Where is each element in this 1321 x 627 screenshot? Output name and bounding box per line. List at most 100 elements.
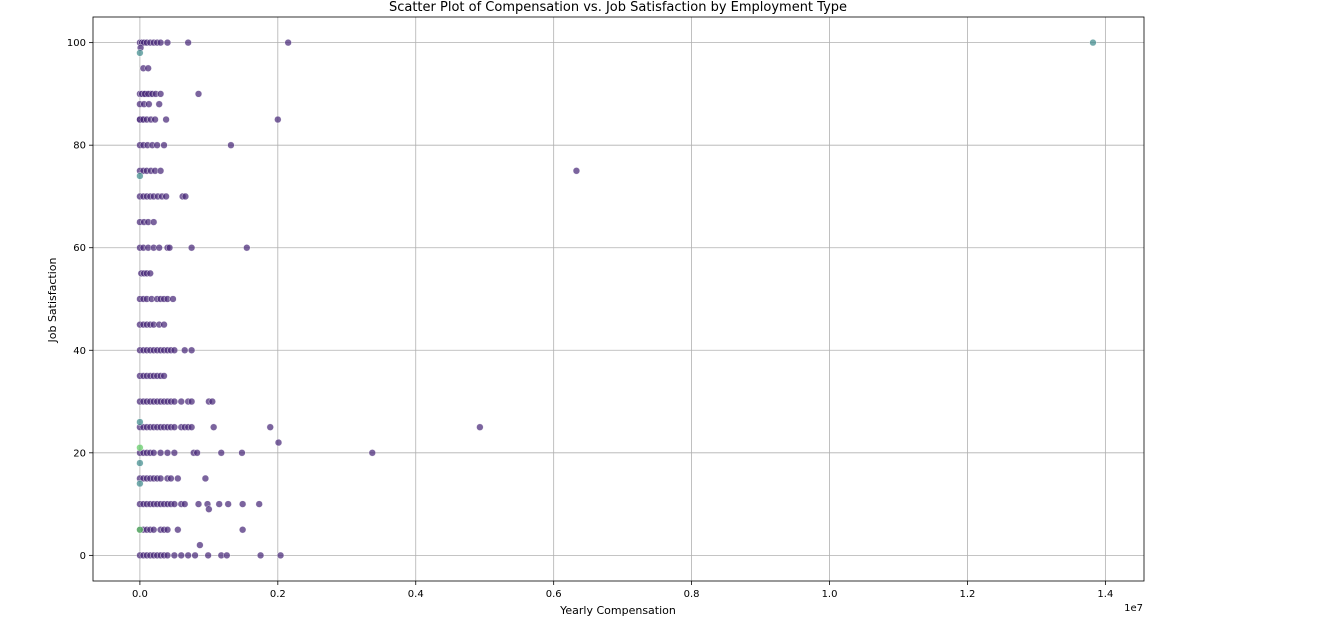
data-point (193, 449, 201, 457)
y-tick-label: 40 (73, 346, 86, 357)
data-point (156, 167, 165, 175)
x-tick-label: 1.2 (960, 589, 976, 600)
data-point (227, 141, 235, 149)
y-tick-label: 0 (80, 551, 86, 562)
data-point (181, 346, 189, 354)
x-tick-label: 1.0 (822, 589, 838, 600)
data-point (156, 449, 165, 457)
x-tick-label: 0.8 (684, 589, 700, 600)
x-tick-label: 0.4 (408, 589, 424, 600)
data-point (136, 526, 144, 534)
data-point (368, 449, 376, 457)
data-point (188, 397, 196, 406)
data-point (156, 39, 165, 47)
x-axis-offset-label: 1e7 (1124, 603, 1143, 614)
data-point (151, 115, 159, 124)
data-point (160, 372, 168, 380)
x-tick-label: 1.4 (1097, 589, 1113, 600)
data-point (243, 244, 251, 252)
data-point (163, 449, 172, 457)
data-point (163, 551, 172, 559)
chart-title: Scatter Plot of Compensation vs. Job Sat… (389, 0, 847, 15)
data-point (181, 192, 190, 201)
data-point (155, 244, 163, 252)
data-point (160, 321, 168, 329)
data-point (170, 423, 178, 431)
data-point (201, 474, 210, 483)
data-point (146, 269, 154, 277)
data-point (136, 459, 144, 467)
x-axis-label: Yearly Compensation (559, 604, 676, 617)
data-point (170, 449, 178, 457)
data-point (210, 423, 218, 431)
data-point (196, 541, 204, 549)
data-point (274, 438, 283, 447)
data-point (170, 551, 178, 559)
data-point (572, 167, 581, 175)
y-axis-label: Job Satisfaction (46, 257, 59, 343)
data-point (205, 505, 213, 513)
data-point (223, 551, 231, 559)
data-point (162, 115, 170, 124)
grid-lines (93, 17, 1144, 581)
data-point (156, 90, 165, 98)
data-point (136, 172, 144, 180)
plot-frame (92, 16, 1145, 582)
data-point (274, 115, 282, 124)
data-point (144, 64, 152, 72)
data-point (224, 500, 232, 508)
data-point (150, 526, 158, 534)
y-tick-label: 80 (73, 141, 86, 152)
data-point (215, 500, 223, 508)
data-point (177, 551, 185, 559)
data-point (169, 295, 177, 303)
data-point (256, 551, 265, 559)
data-point (208, 397, 216, 406)
data-point (136, 418, 144, 426)
x-tick-label: 0.2 (270, 589, 286, 600)
data-points (136, 39, 1097, 559)
data-point (165, 244, 174, 252)
data-point (217, 449, 225, 457)
data-point (284, 39, 292, 47)
data-point (170, 397, 178, 406)
data-point (276, 551, 285, 559)
data-point (163, 526, 172, 534)
data-point (194, 500, 203, 508)
data-point (266, 423, 274, 431)
y-tick-label: 20 (73, 448, 86, 459)
data-point (238, 449, 246, 457)
data-point (174, 474, 182, 483)
data-point (163, 39, 172, 47)
data-point (476, 423, 484, 431)
data-point (153, 141, 161, 149)
data-point (162, 192, 170, 201)
data-point (184, 551, 192, 559)
data-point (145, 100, 153, 108)
data-point (194, 90, 203, 98)
data-point (155, 100, 163, 108)
data-point (239, 500, 247, 508)
x-tick-label: 0.0 (132, 589, 148, 600)
y-tick-label: 100 (67, 38, 86, 49)
data-point (160, 141, 168, 149)
y-tick-label: 60 (73, 243, 86, 254)
data-point (239, 526, 247, 534)
data-point (1089, 39, 1097, 47)
data-point (177, 397, 185, 406)
data-point (174, 526, 182, 534)
data-point (150, 218, 158, 226)
data-point (170, 500, 178, 508)
data-point (255, 500, 263, 508)
data-point (188, 346, 196, 354)
data-point (150, 449, 158, 457)
data-point (188, 244, 196, 252)
axis-ticks: 0.0 0.2 0.4 0.6 0.8 1.0 1.2 1.4 0 20 40 60 80 100 (67, 38, 1113, 600)
data-point (136, 444, 144, 452)
data-point (136, 49, 144, 57)
data-point (156, 474, 165, 483)
data-point (184, 39, 192, 47)
data-point (167, 474, 175, 483)
data-point (181, 500, 189, 508)
